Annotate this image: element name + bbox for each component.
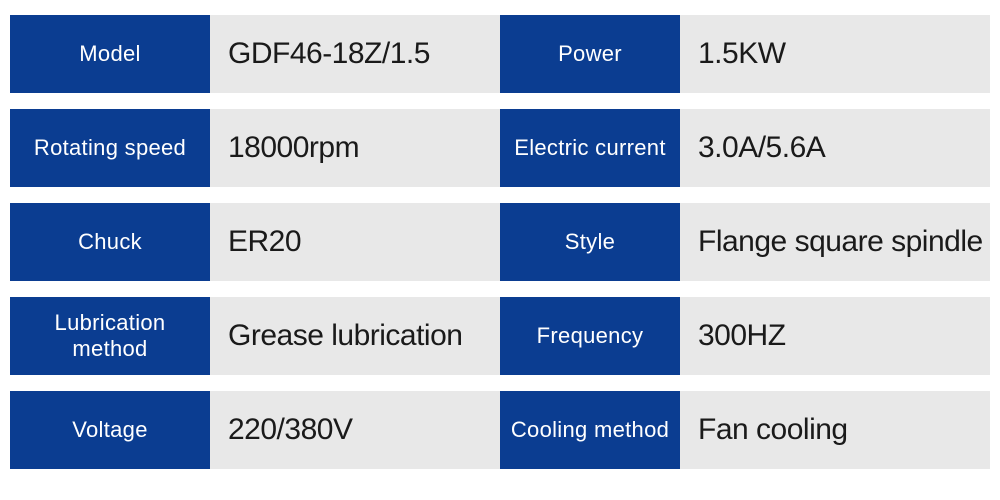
spec-value: Flange square spindle <box>680 203 990 281</box>
spec-label: Rotating speed <box>10 109 210 187</box>
spec-label: Cooling method <box>500 391 680 469</box>
spec-value: Fan cooling <box>680 391 990 469</box>
spec-label: Power <box>500 15 680 93</box>
spec-value: Grease lubrication <box>210 297 500 375</box>
table-row: Model GDF46-18Z/1.5 Power 1.5KW <box>10 15 990 93</box>
spec-value: 300HZ <box>680 297 990 375</box>
spec-value: 3.0A/5.6A <box>680 109 990 187</box>
table-row: Lubrication method Grease lubrication Fr… <box>10 297 990 375</box>
spec-label: Voltage <box>10 391 210 469</box>
table-row: Voltage 220/380V Cooling method Fan cool… <box>10 391 990 469</box>
table-row: Chuck ER20 Style Flange square spindle <box>10 203 990 281</box>
spec-label: Chuck <box>10 203 210 281</box>
table-row: Rotating speed 18000rpm Electric current… <box>10 109 990 187</box>
spec-label: Frequency <box>500 297 680 375</box>
spec-table: Model GDF46-18Z/1.5 Power 1.5KW Rotating… <box>10 15 990 485</box>
spec-value: 18000rpm <box>210 109 500 187</box>
spec-value: 1.5KW <box>680 15 990 93</box>
spec-label: Electric current <box>500 109 680 187</box>
spec-value: 220/380V <box>210 391 500 469</box>
spec-value: ER20 <box>210 203 500 281</box>
spec-label: Model <box>10 15 210 93</box>
spec-label: Style <box>500 203 680 281</box>
spec-value: GDF46-18Z/1.5 <box>210 15 500 93</box>
spec-label: Lubrication method <box>10 297 210 375</box>
